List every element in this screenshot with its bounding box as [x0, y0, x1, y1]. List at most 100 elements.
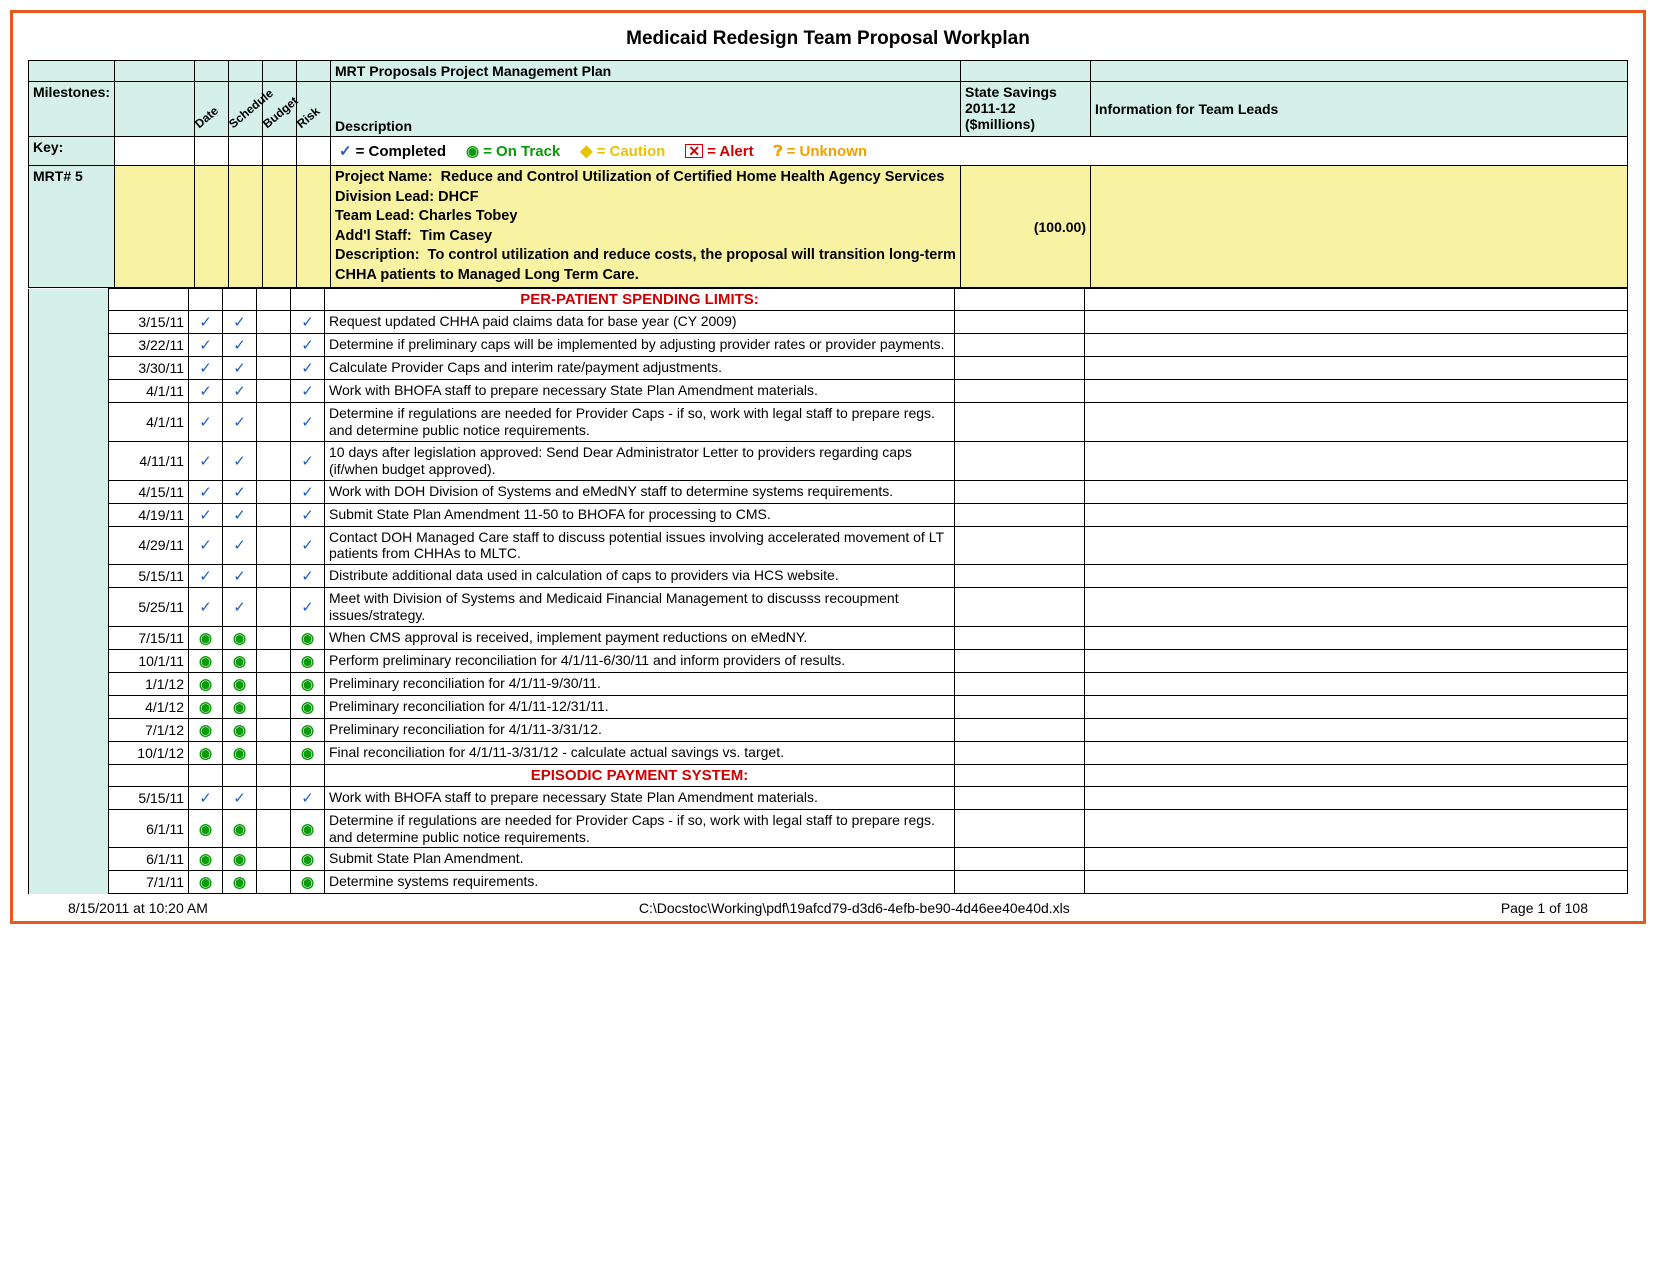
milestones-label: Milestones:	[29, 82, 115, 137]
page-title: Medicaid Redesign Team Proposal Workplan	[28, 28, 1628, 50]
status-blank	[257, 786, 291, 809]
task-row: 6/1/11◉◉◉Determine if regulations are ne…	[29, 809, 1628, 848]
task-desc: Contact DOH Managed Care staff to discus…	[325, 526, 955, 565]
status-risk: ✓	[291, 480, 325, 503]
ontrack-icon: ◉	[199, 676, 212, 693]
task-row: 3/30/11✓✓✓Calculate Provider Caps and in…	[29, 357, 1628, 380]
check-icon: ✓	[301, 383, 314, 400]
task-date: 3/15/11	[109, 311, 189, 334]
status-schedule: ◉	[189, 741, 223, 764]
mrt-number: MRT# 5	[29, 166, 115, 288]
check-icon: ✓	[339, 142, 352, 160]
check-icon: ✓	[199, 599, 212, 616]
alert-icon: ✕	[685, 144, 703, 158]
status-schedule: ◉	[189, 809, 223, 848]
footer: 8/15/2011 at 10:20 AM C:\Docstoc\Working…	[28, 894, 1628, 916]
status-risk: ✓	[291, 311, 325, 334]
task-desc: Determine if regulations are needed for …	[325, 403, 955, 442]
status-blank	[257, 871, 291, 894]
ontrack-icon: ◉	[301, 745, 314, 762]
check-icon: ✓	[233, 414, 246, 431]
status-schedule: ✓	[189, 526, 223, 565]
task-desc: Determine if preliminary caps will be im…	[325, 334, 955, 357]
status-budget: ✓	[223, 357, 257, 380]
ontrack-icon: ◉	[199, 630, 212, 647]
task-desc: Submit State Plan Amendment 11-50 to BHO…	[325, 503, 955, 526]
unknown-icon: ❓︎	[774, 143, 783, 160]
task-date: 6/1/11	[109, 848, 189, 871]
status-budget: ◉	[223, 718, 257, 741]
status-schedule: ✓	[189, 480, 223, 503]
check-icon: ✓	[301, 568, 314, 585]
project-row: MRT# 5 Project Name: Reduce and Control …	[29, 166, 1628, 288]
mgmt-plan-header: MRT Proposals Project Management Plan	[331, 61, 961, 82]
status-budget: ◉	[223, 626, 257, 649]
task-row: 3/15/11✓✓✓Request updated CHHA paid clai…	[29, 311, 1628, 334]
task-desc: Final reconciliation for 4/1/11-3/31/12 …	[325, 741, 955, 764]
status-blank	[257, 526, 291, 565]
ontrack-icon: ◉	[233, 630, 246, 647]
ontrack-icon: ◉	[301, 630, 314, 647]
status-schedule: ◉	[189, 848, 223, 871]
ontrack-icon: ◉	[233, 745, 246, 762]
check-icon: ✓	[233, 507, 246, 524]
task-desc: Work with BHOFA staff to prepare necessa…	[325, 786, 955, 809]
status-budget: ◉	[223, 871, 257, 894]
ontrack-icon: ◉	[466, 142, 479, 160]
task-desc: 10 days after legislation approved: Send…	[325, 441, 955, 480]
ontrack-icon: ◉	[301, 653, 314, 670]
status-blank	[257, 441, 291, 480]
task-date: 5/15/11	[109, 786, 189, 809]
status-budget: ✓	[223, 380, 257, 403]
document-frame: Medicaid Redesign Team Proposal Workplan…	[10, 10, 1646, 924]
status-budget: ◉	[223, 649, 257, 672]
check-icon: ✓	[301, 414, 314, 431]
task-row: 4/1/11✓✓✓Work with BHOFA staff to prepar…	[29, 380, 1628, 403]
task-desc: Request updated CHHA paid claims data fo…	[325, 311, 955, 334]
check-icon: ✓	[233, 790, 246, 807]
status-schedule: ◉	[189, 649, 223, 672]
savings-value: (100.00)	[961, 166, 1091, 288]
check-icon: ✓	[233, 314, 246, 331]
check-icon: ✓	[233, 453, 246, 470]
status-risk: ✓	[291, 380, 325, 403]
status-budget: ◉	[223, 809, 257, 848]
status-schedule: ✓	[189, 441, 223, 480]
task-row: 4/29/11✓✓✓Contact DOH Managed Care staff…	[29, 526, 1628, 565]
status-risk: ◉	[291, 718, 325, 741]
header-row-1: MRT Proposals Project Management Plan	[29, 61, 1628, 82]
task-date: 4/11/11	[109, 441, 189, 480]
status-budget: ✓	[223, 334, 257, 357]
task-date: 4/29/11	[109, 526, 189, 565]
task-date: 1/1/12	[109, 672, 189, 695]
status-risk: ◉	[291, 741, 325, 764]
status-schedule: ◉	[189, 871, 223, 894]
check-icon: ✓	[199, 568, 212, 585]
check-icon: ✓	[199, 507, 212, 524]
task-row: 10/1/12◉◉◉Final reconciliation for 4/1/1…	[29, 741, 1628, 764]
section-header-row: EPISODIC PAYMENT SYSTEM:	[29, 764, 1628, 786]
check-icon: ✓	[301, 337, 314, 354]
footer-date: 8/15/2011 at 10:20 AM	[68, 900, 208, 916]
status-schedule: ✓	[189, 357, 223, 380]
status-risk: ✓	[291, 526, 325, 565]
status-schedule: ✓	[189, 786, 223, 809]
task-row: 6/1/11◉◉◉Submit State Plan Amendment.	[29, 848, 1628, 871]
task-date: 4/19/11	[109, 503, 189, 526]
check-icon: ✓	[301, 360, 314, 377]
task-row: 7/15/11◉◉◉When CMS approval is received,…	[29, 626, 1628, 649]
task-desc: Preliminary reconciliation for 4/1/11-12…	[325, 695, 955, 718]
task-desc: Determine systems requirements.	[325, 871, 955, 894]
status-blank	[257, 695, 291, 718]
task-date: 4/1/11	[109, 380, 189, 403]
task-date: 7/1/11	[109, 871, 189, 894]
task-row: 3/22/11✓✓✓Determine if preliminary caps …	[29, 334, 1628, 357]
status-schedule: ✓	[189, 503, 223, 526]
status-budget: ✓	[223, 588, 257, 627]
task-row: 4/1/11✓✓✓Determine if regulations are ne…	[29, 403, 1628, 442]
task-row: 4/11/11✓✓✓10 days after legislation appr…	[29, 441, 1628, 480]
status-blank	[257, 380, 291, 403]
status-risk: ✓	[291, 588, 325, 627]
task-date: 4/1/12	[109, 695, 189, 718]
status-risk: ✓	[291, 441, 325, 480]
